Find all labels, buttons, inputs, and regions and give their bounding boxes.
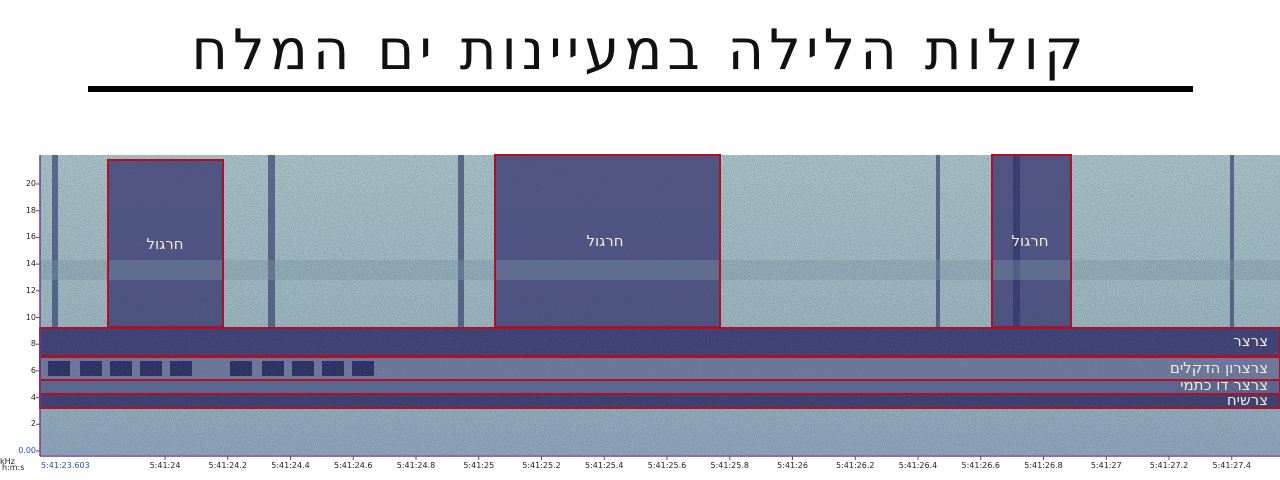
x-tick-label: 5:41:25.6 <box>647 461 687 470</box>
annotation-label: צרצר <box>1233 332 1268 350</box>
y-tick-label: 8 <box>30 339 36 349</box>
annotation-label: צרשיח <box>1226 391 1268 409</box>
x-start: 5:41:23.603 <box>41 461 90 470</box>
annotation-label: צרצרון הדקלים <box>1169 359 1268 377</box>
annotation-label: חרגול <box>1011 232 1049 250</box>
x-tick-label: 5:41:24.4 <box>271 461 310 470</box>
y-tick-label: 14 <box>25 259 36 269</box>
x-tick-label: 5:41:25 <box>463 461 495 470</box>
y-unit: kHz <box>0 457 15 466</box>
x-tick-label: 5:41:26.4 <box>898 461 938 470</box>
y-tick-label: 18 <box>25 205 36 215</box>
x-tick-label: 5:41:26 <box>777 461 808 470</box>
x-unit: h:m:s <box>2 463 25 472</box>
x-tick-label: 5:41:25.4 <box>585 461 624 470</box>
y-tick-label: 20 <box>25 179 36 188</box>
y-tick-label: 0.00 <box>18 446 36 455</box>
x-tick-label: 5:41:25.8 <box>710 461 749 470</box>
annotation-label: חרגול <box>146 235 184 253</box>
x-tick-label: 5:41:27.4 <box>1212 461 1251 470</box>
title-underline <box>88 86 1193 92</box>
x-tick-label: 5:41:24 <box>149 461 181 470</box>
y-tick-label: 16 <box>25 232 36 242</box>
x-tick-label: 5:41:25.2 <box>522 461 561 470</box>
x-tick-label: 5:41:24.2 <box>208 461 247 470</box>
x-tick-label: 5:41:24.6 <box>334 461 373 470</box>
title: קולות הלילה במעיינות ים המלח <box>191 18 1089 83</box>
y-tick-label: 4 <box>30 392 36 402</box>
x-tick-label: 5:41:26.6 <box>961 461 1000 470</box>
y-tick-label: 6 <box>30 365 36 375</box>
x-tick-label: 5:41:26.2 <box>836 461 875 470</box>
x-tick-label: 5:41:24.8 <box>396 461 436 470</box>
x-tick-label: 5:41:27 <box>1090 461 1122 470</box>
y-tick-label: 2 <box>30 419 36 429</box>
x-tick-label: 5:41:27.2 <box>1149 461 1189 470</box>
annotation-label: חרגול <box>586 232 624 250</box>
y-tick-label: 12 <box>25 285 36 295</box>
x-tick-label: 5:41:26.8 <box>1024 461 1063 470</box>
y-tick-label: 10 <box>25 312 36 322</box>
annotation-label: צרצר דו כתמי <box>1180 376 1268 394</box>
